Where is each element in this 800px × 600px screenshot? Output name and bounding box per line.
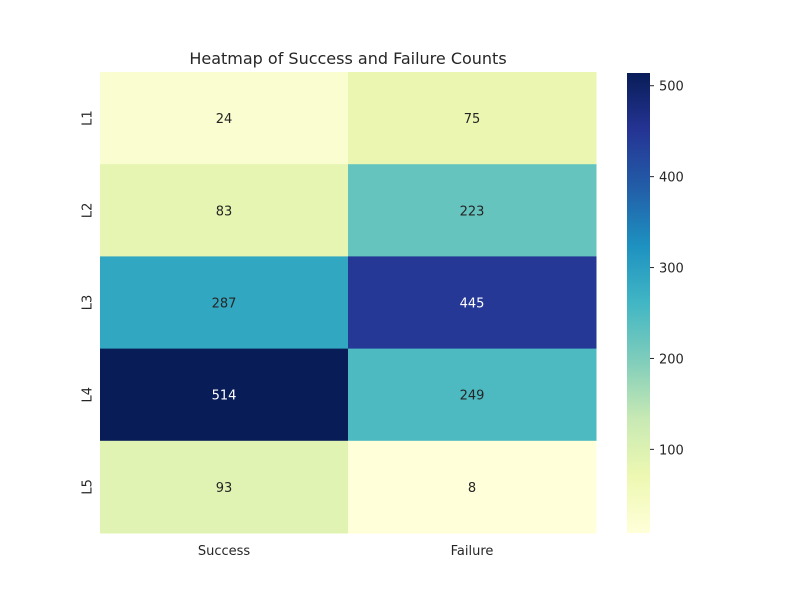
colorbar-tick-label: 500 — [659, 80, 684, 95]
heatmap-cell — [100, 348, 349, 442]
x-tick-label: Success — [198, 544, 251, 559]
y-tick-label: L2 — [81, 203, 96, 219]
cell-value-label: 93 — [216, 481, 233, 496]
cell-value-label: 83 — [216, 204, 233, 219]
cell-value-label: 223 — [460, 204, 485, 219]
cell-value-label: 514 — [212, 389, 237, 404]
x-tick-label: Failure — [451, 544, 494, 559]
heatmap-cell — [348, 348, 597, 442]
chart-title: Heatmap of Success and Failure Counts — [189, 49, 506, 68]
y-tick-label: L3 — [81, 295, 96, 311]
x-axis-ticks: Success Failure — [198, 544, 494, 559]
y-axis-ticks: L1 L2 L3 L4 L5 — [81, 110, 96, 494]
cell-value-label: 24 — [216, 112, 233, 127]
colorbar-tick-label: 300 — [659, 262, 684, 277]
colorbar-gradient — [627, 73, 650, 533]
colorbar: 100 200 300 400 500 — [627, 73, 684, 533]
heatmap-cell — [100, 164, 349, 257]
heatmap-cell — [348, 256, 597, 350]
colorbar-tick-label: 200 — [659, 352, 684, 367]
heatmap-cell — [100, 440, 349, 534]
colorbar-tick-label: 400 — [659, 171, 684, 186]
heatmap-cell — [348, 72, 597, 165]
heatmap-cell — [100, 256, 349, 350]
cell-value-label: 249 — [460, 389, 485, 404]
heatmap-cell — [348, 440, 597, 534]
y-tick-label: L5 — [81, 479, 96, 495]
heatmap-cell — [100, 72, 349, 165]
cell-value-label: 8 — [468, 481, 476, 496]
heatmap-cells: 24 75 83 223 287 445 514 249 93 8 — [100, 72, 597, 534]
heatmap-cell — [348, 164, 597, 257]
cell-value-label: 287 — [212, 297, 237, 312]
colorbar-tick-label: 100 — [659, 443, 684, 458]
cell-value-label: 445 — [460, 297, 485, 312]
cell-value-label: 75 — [464, 112, 481, 127]
y-tick-label: L1 — [81, 110, 96, 126]
y-tick-label: L4 — [81, 387, 96, 403]
